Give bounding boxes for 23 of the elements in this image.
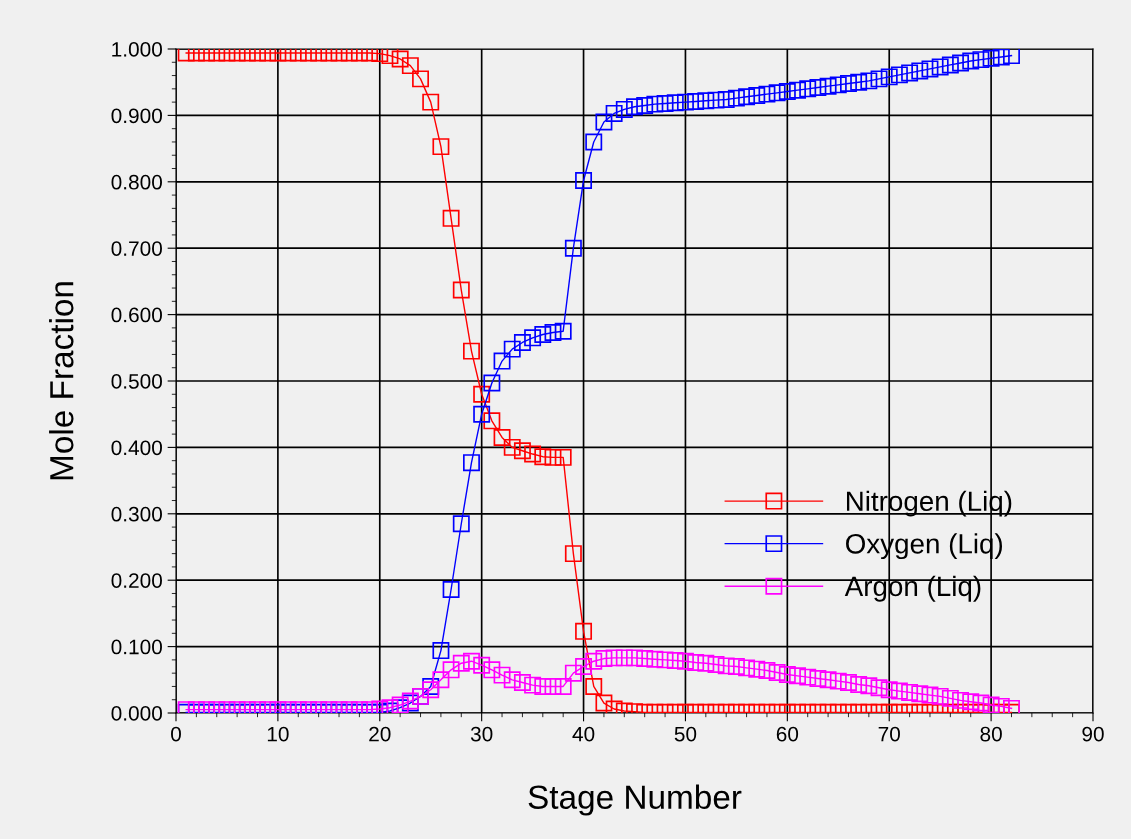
y-axis-title: Mole Fraction bbox=[49, 282, 74, 480]
y-tick-label: 0.500 bbox=[111, 374, 162, 389]
x-axis-title: Stage Number bbox=[528, 784, 742, 816]
y-tick-label: 0.400 bbox=[111, 440, 162, 456]
y-tick-label: 0.600 bbox=[111, 307, 162, 323]
x-tick-label: 20 bbox=[369, 726, 391, 742]
y-tick-label: 0.300 bbox=[111, 506, 162, 522]
y-tick-label: 0.700 bbox=[111, 241, 162, 256]
x-tick-label: 50 bbox=[674, 726, 697, 742]
x-tick-label: 30 bbox=[470, 726, 493, 742]
x-tick-label: 70 bbox=[878, 726, 900, 742]
x-tick-label: 90 bbox=[1082, 726, 1104, 742]
y-tick-label: 0.000 bbox=[111, 706, 162, 721]
x-tick-label: 10 bbox=[267, 726, 289, 742]
y-tick-label: 1.000 bbox=[112, 42, 162, 57]
x-tick-label: 40 bbox=[572, 726, 595, 742]
y-tick-label: 0.200 bbox=[111, 573, 162, 588]
y-tick-label: 0.800 bbox=[111, 174, 162, 190]
x-tick-label: 60 bbox=[776, 726, 799, 742]
y-tick-label: 0.900 bbox=[111, 108, 162, 124]
x-tick-label: 0 bbox=[171, 726, 181, 742]
x-tick-label: 80 bbox=[980, 726, 1002, 742]
y-tick-label: 0.100 bbox=[111, 639, 162, 655]
